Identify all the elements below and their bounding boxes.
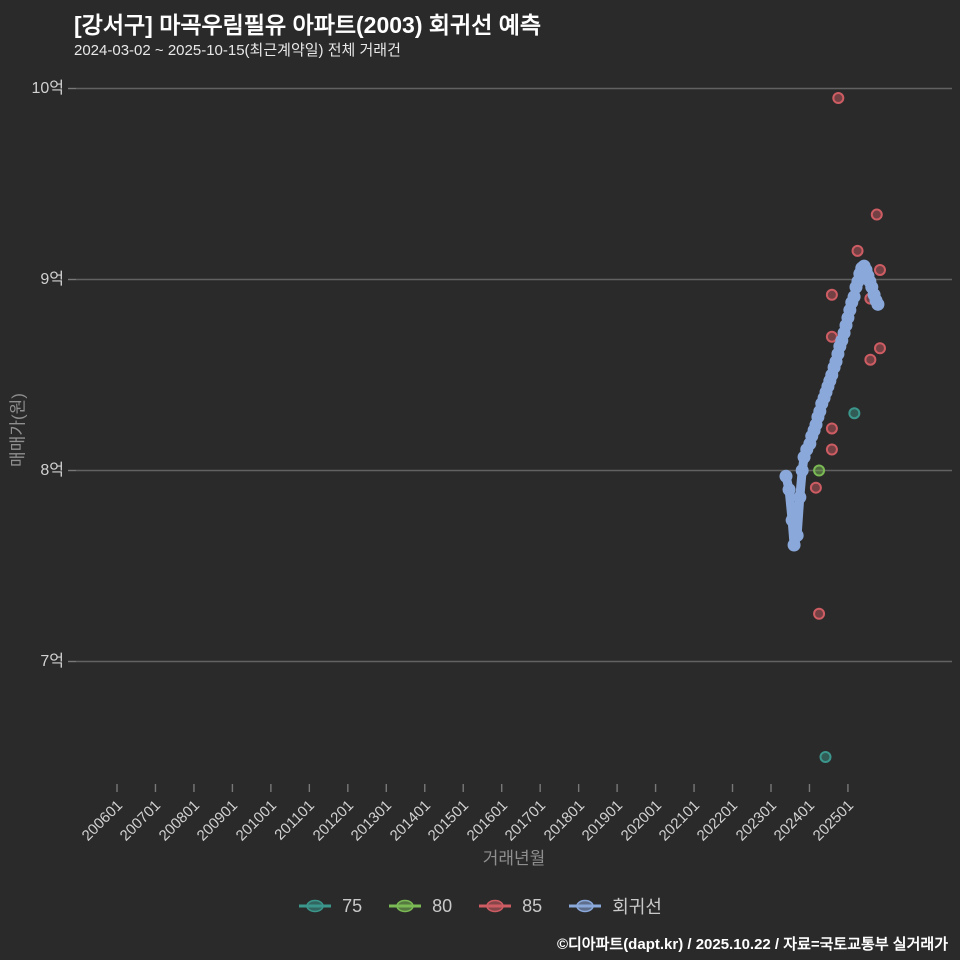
regression-line-marker xyxy=(790,528,804,542)
scatter-point-85[interactable] xyxy=(864,353,877,366)
legend-item-75[interactable]: 75 xyxy=(298,896,362,917)
regression-line-marker xyxy=(795,464,809,477)
regression-line-marker xyxy=(785,513,799,527)
legend-item-85[interactable]: 85 xyxy=(478,896,542,917)
legend-marker-icon xyxy=(299,899,332,913)
page-subtitle: 2024-03-02 ~ 2025-10-15(최근계약일) 전체 거래건 xyxy=(74,42,401,59)
scatter-point-75[interactable] xyxy=(848,407,861,420)
legend-label: 85 xyxy=(522,895,543,916)
y-tick-label: 9억 xyxy=(40,270,64,288)
scatter-point-85[interactable] xyxy=(825,422,838,435)
regression-line-marker xyxy=(793,490,807,504)
y-tick-label: 8억 xyxy=(40,461,64,479)
footer-credit: ©디아파트(dapt.kr) / 2025.10.22 / 자료=국토교통부 실… xyxy=(556,936,948,953)
page-title: [강서구] 마곡우림필유 아파트(2003) 회귀선 예측 xyxy=(74,12,542,38)
regression-line-marker xyxy=(782,483,796,497)
scatter-point-85[interactable] xyxy=(825,288,838,301)
legend-label: 회귀선 xyxy=(612,897,662,917)
scatter-point-80[interactable] xyxy=(813,464,826,477)
y-axis-title: 매매가(원) xyxy=(8,393,28,467)
legend-marker-icon xyxy=(389,899,422,913)
scatter-point-85[interactable] xyxy=(832,92,845,105)
x-axis-title: 거래년월 xyxy=(482,849,546,868)
legend-marker-icon xyxy=(479,899,512,913)
chart-legend: 75 80 85 회귀선 xyxy=(0,893,960,919)
scatter-point-85[interactable] xyxy=(873,342,886,355)
regression-line-marker xyxy=(871,297,885,311)
regression-line-marker xyxy=(779,469,793,483)
scatter-point-85[interactable] xyxy=(809,481,822,494)
legend-label: 80 xyxy=(432,895,453,916)
y-tick-label: 7억 xyxy=(40,652,64,670)
scatter-point-75[interactable] xyxy=(819,751,832,763)
scatter-point-85[interactable] xyxy=(851,244,864,257)
legend-label: 75 xyxy=(342,895,363,916)
legend-item-80[interactable]: 80 xyxy=(388,896,452,917)
scatter-point-85[interactable] xyxy=(873,263,886,276)
legend-marker-icon xyxy=(569,899,602,913)
y-tick-label: 10억 xyxy=(31,79,64,97)
scatter-point-85[interactable] xyxy=(813,607,826,620)
scatter-point-85[interactable] xyxy=(825,443,838,456)
legend-item-회귀선[interactable]: 회귀선 xyxy=(568,893,662,919)
scatter-point-85[interactable] xyxy=(870,208,883,221)
